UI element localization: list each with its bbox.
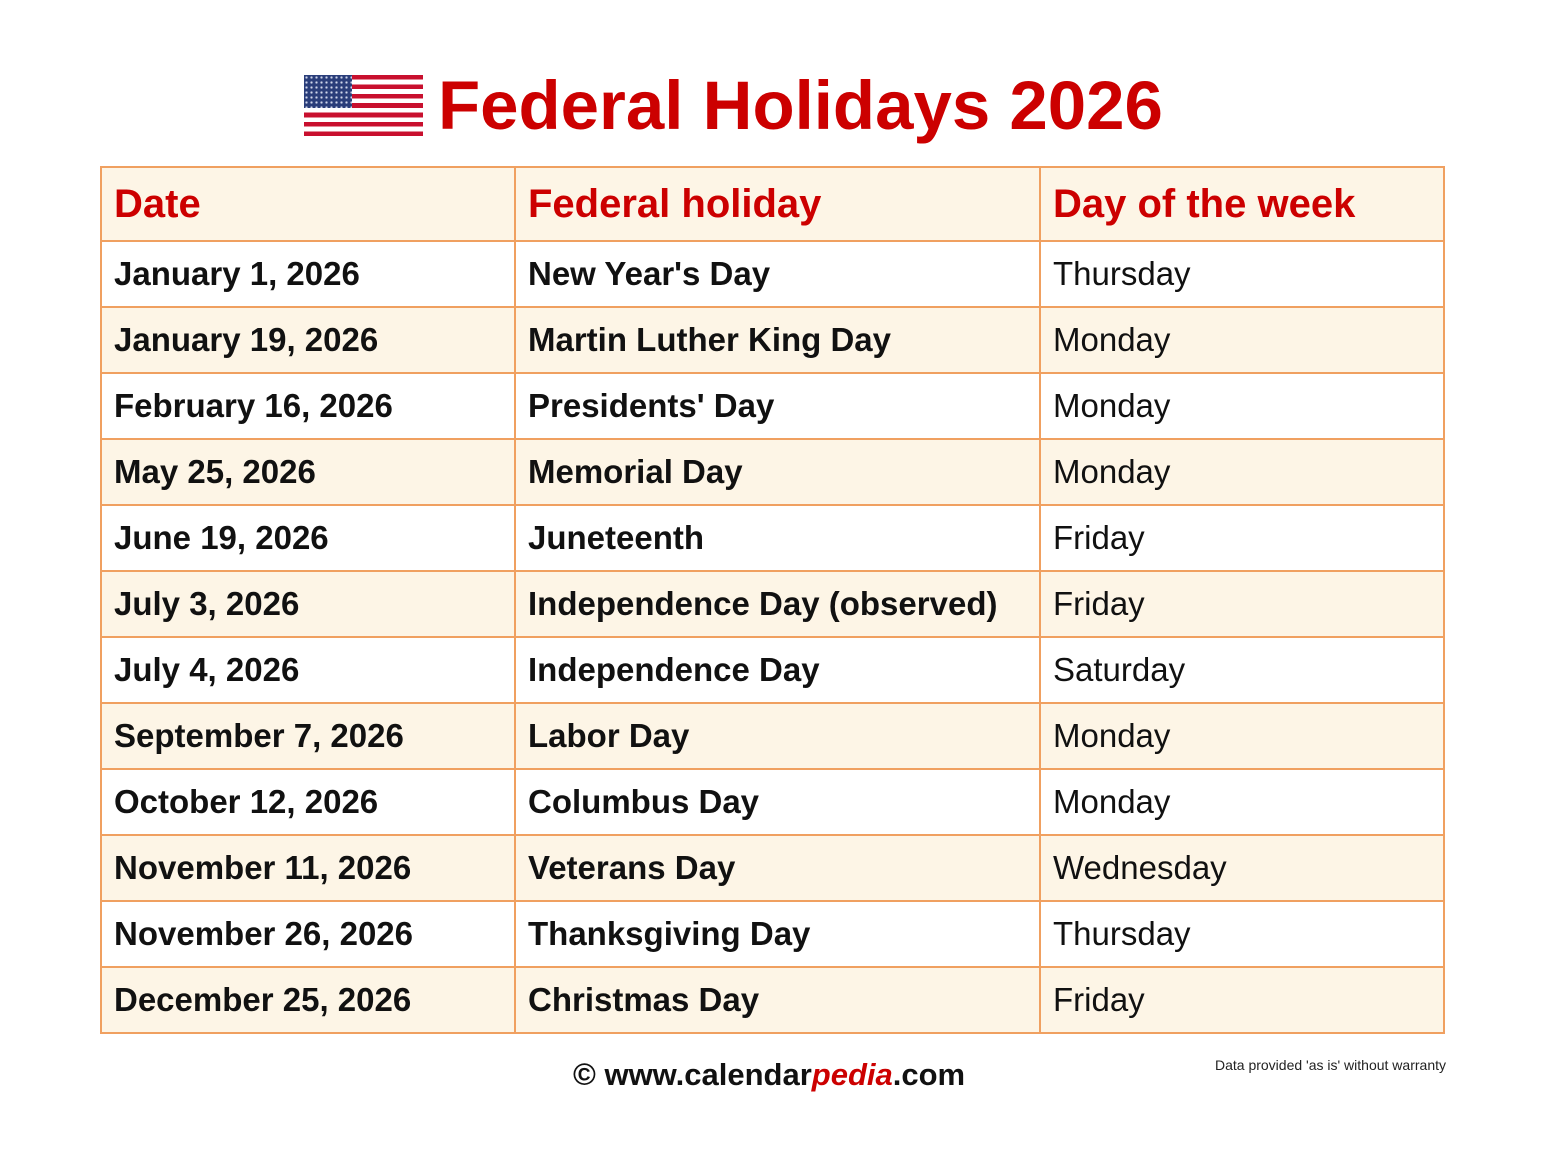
cell-date: October 12, 2026 [100, 768, 516, 836]
table-row: February 16, 2026 Presidents' Day Monday [100, 372, 1445, 440]
cell-date: July 4, 2026 [100, 636, 516, 704]
cell-weekday: Monday [1039, 702, 1445, 770]
cell-weekday: Thursday [1039, 900, 1445, 968]
cell-date: November 11, 2026 [100, 834, 516, 902]
disclaimer: Data provided 'as is' without warranty [1214, 1057, 1446, 1073]
cell-holiday: Columbus Day [514, 768, 1041, 836]
cell-date: February 16, 2026 [100, 372, 516, 440]
table-row: July 3, 2026 Independence Day (observed) F… [100, 570, 1445, 638]
cell-holiday: Juneteenth [514, 504, 1041, 572]
cell-weekday: Monday [1039, 372, 1445, 440]
cell-holiday: Independence Day [514, 636, 1041, 704]
table-row: January 19, 2026 Martin Luther King Day Mo… [100, 306, 1445, 374]
cell-weekday: Monday [1039, 306, 1445, 374]
cell-date: July 3, 2026 [100, 570, 516, 638]
cell-holiday: Veterans Day [514, 834, 1041, 902]
footer-prefix: © www.calendar [573, 1057, 812, 1092]
cell-date: September 7, 2026 [100, 702, 516, 770]
table-row: December 25, 2026 Christmas Day Friday [100, 966, 1445, 1034]
cell-weekday: Friday [1039, 966, 1445, 1034]
cell-holiday: Presidents' Day [514, 372, 1041, 440]
table-row: September 7, 2026 Labor Day Monday [100, 702, 1445, 770]
cell-weekday: Friday [1039, 570, 1445, 638]
cell-holiday: Memorial Day [514, 438, 1041, 506]
cell-date: May 25, 2026 [100, 438, 516, 506]
holidays-table: Date Federal holiday Day of the week Jan… [100, 166, 1445, 1034]
cell-holiday: Christmas Day [514, 966, 1041, 1034]
cell-date: December 25, 2026 [100, 966, 516, 1034]
copyright-link[interactable]: © www.calendarpedia.com [573, 1057, 965, 1093]
header-row: Date Federal holiday Day of the week [100, 166, 1445, 242]
table-row: June 19, 2026 Juneteenth Friday [100, 504, 1445, 572]
cell-holiday: Labor Day [514, 702, 1041, 770]
cell-weekday: Thursday [1039, 240, 1445, 308]
table-row: November 11, 2026 Veterans Day Wednesday [100, 834, 1445, 902]
cell-date: January 19, 2026 [100, 306, 516, 374]
cell-date: January 1, 2026 [100, 240, 516, 308]
cell-holiday: Independence Day (observed) [514, 570, 1041, 638]
cell-holiday: New Year's Day [514, 240, 1041, 308]
us-flag-icon [304, 75, 423, 136]
header-holiday: Federal holiday [514, 166, 1041, 242]
table-row: July 4, 2026 Independence Day Saturday [100, 636, 1445, 704]
cell-date: June 19, 2026 [100, 504, 516, 572]
table-row: November 26, 2026 Thanksgiving Day Thursda… [100, 900, 1445, 968]
cell-weekday: Monday [1039, 438, 1445, 506]
footer-suffix: .com [892, 1057, 966, 1092]
table-row: October 12, 2026 Columbus Day Monday [100, 768, 1445, 836]
cell-weekday: Friday [1039, 504, 1445, 572]
cell-weekday: Monday [1039, 768, 1445, 836]
cell-holiday: Thanksgiving Day [514, 900, 1041, 968]
cell-weekday: Saturday [1039, 636, 1445, 704]
footer-brand: pedia [811, 1057, 893, 1092]
cell-holiday: Martin Luther King Day [514, 306, 1041, 374]
cell-date: November 26, 2026 [100, 900, 516, 968]
header-weekday: Day of the week [1039, 166, 1445, 242]
cell-weekday: Wednesday [1039, 834, 1445, 902]
table-row: January 1, 2026 New Year's Day Thursday [100, 240, 1445, 308]
page-title: Federal Holidays 2026 [438, 67, 1163, 144]
table-row: May 25, 2026 Memorial Day Monday [100, 438, 1445, 506]
header-date: Date [100, 166, 516, 242]
